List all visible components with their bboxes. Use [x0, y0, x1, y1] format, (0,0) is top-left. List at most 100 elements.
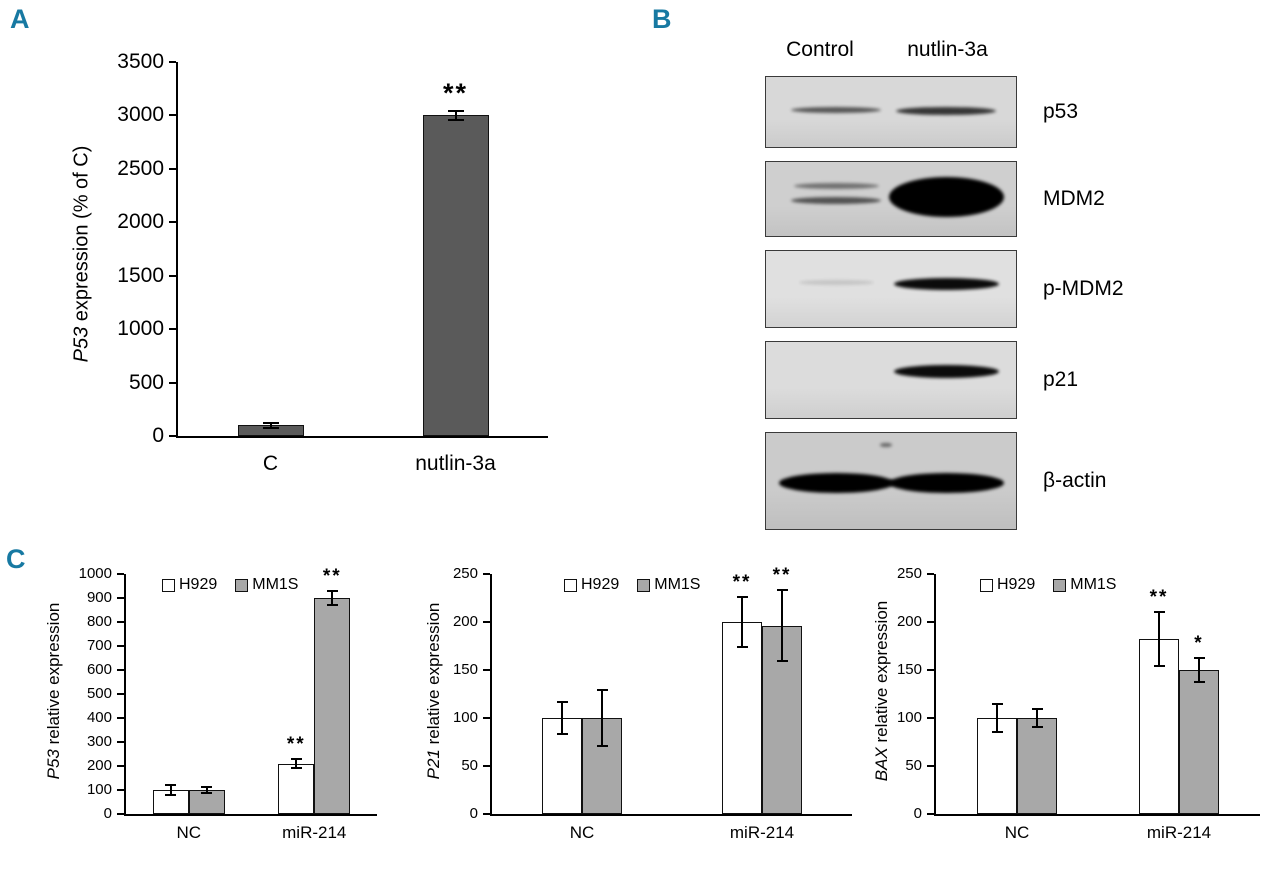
- significance-marker: *: [1194, 633, 1204, 655]
- error-cap: [596, 744, 608, 747]
- western-blot-panel: Control nutlin-3a p53 MDM2 p-MDM2 p21 β-acti…: [765, 36, 1235, 543]
- panel-a-bar-chart: P53 expression (% of C) 0 500 1000 1500 2000…: [58, 34, 578, 512]
- y-tick: [169, 167, 176, 170]
- y-tick-label: 100: [896, 708, 922, 726]
- y-tick-label: 500: [128, 370, 164, 394]
- y-tick-label: 100: [86, 780, 112, 798]
- blot-image: [765, 250, 1017, 328]
- error-cap: [556, 733, 568, 736]
- x-category-label: NC: [1004, 823, 1030, 842]
- blot-row: p21: [765, 341, 1235, 419]
- error-cap: [1031, 725, 1043, 728]
- y-tick-label: 100: [452, 708, 478, 726]
- blot-image: [765, 161, 1017, 237]
- significance-marker: **: [286, 733, 306, 755]
- error-bar: [781, 590, 783, 662]
- blot-rows: p53 MDM2 p-MDM2 p21 β-actin: [765, 76, 1235, 530]
- legend-swatch: [1053, 578, 1067, 592]
- error-cap: [165, 793, 177, 796]
- x-category-label: NC: [569, 823, 595, 842]
- error-cap: [1193, 680, 1205, 683]
- legend-label: H929: [179, 576, 218, 593]
- y-tick-label: 250: [896, 564, 922, 582]
- error-bar: [1158, 612, 1160, 667]
- y-tick: [117, 621, 124, 623]
- bar-MM1S: [314, 598, 351, 814]
- bar-MM1S: [188, 790, 225, 814]
- error-cap: [991, 702, 1003, 705]
- y-tick-label: 300: [86, 732, 112, 750]
- legend-label: MM1S: [654, 576, 701, 593]
- legend-swatch: [162, 578, 175, 592]
- significance-marker: **: [1149, 587, 1169, 609]
- y-tick-label: 800: [86, 612, 112, 630]
- blot-label: β-actin: [1043, 469, 1107, 492]
- y-axis: [176, 62, 178, 438]
- y-tick: [927, 573, 934, 575]
- y-axis: [124, 574, 126, 816]
- error-cap: [991, 731, 1003, 734]
- protein-band: [893, 364, 999, 378]
- legend-label: MM1S: [252, 576, 299, 593]
- bar-H929: [278, 763, 315, 814]
- x-axis: [176, 436, 548, 438]
- y-tick-label: 2500: [117, 156, 164, 180]
- y-tick-label: 3000: [117, 103, 164, 127]
- error-cap: [596, 689, 608, 692]
- y-tick: [117, 597, 124, 599]
- blot-lane-headers: Control nutlin-3a: [765, 36, 1015, 76]
- y-tick-label: 1000: [117, 317, 164, 341]
- error-cap: [262, 426, 279, 429]
- legend-item: H929: [162, 576, 217, 594]
- y-tick: [117, 717, 124, 719]
- legend-item: MM1S: [1053, 576, 1116, 594]
- error-cap: [1153, 611, 1165, 614]
- y-tick: [483, 813, 490, 815]
- y-tick: [169, 274, 176, 277]
- x-category-label: nutlin-3a: [415, 452, 496, 475]
- y-tick: [117, 813, 124, 815]
- y-tick: [483, 573, 490, 575]
- lane-header-nutlin-3a: nutlin-3a: [907, 38, 988, 61]
- protein-band: [888, 473, 1004, 493]
- blot-label: p21: [1043, 368, 1079, 391]
- error-bar: [269, 422, 272, 428]
- protein-band: [893, 278, 999, 290]
- blot-row: p53: [765, 76, 1235, 148]
- x-axis: [934, 814, 1260, 816]
- error-bar: [996, 703, 998, 733]
- protein-band: [793, 183, 879, 189]
- error-cap: [447, 110, 464, 113]
- y-tick: [927, 669, 934, 671]
- panel-c-p21-chart: P21 relative expression 0 50 100 150 200 250 N…: [420, 558, 862, 860]
- error-cap: [201, 791, 213, 794]
- y-tick-label: 200: [896, 612, 922, 630]
- error-cap: [556, 700, 568, 703]
- error-cap: [201, 786, 213, 789]
- error-cap: [776, 589, 788, 592]
- y-tick-label: 150: [452, 660, 478, 678]
- error-bar: [295, 758, 298, 769]
- legend-item: H929: [980, 576, 1035, 594]
- error-cap: [326, 589, 338, 592]
- significance-marker: **: [442, 78, 468, 109]
- significance-marker: **: [732, 572, 752, 594]
- blot-image: [765, 432, 1017, 530]
- bar-H929: [1139, 639, 1179, 814]
- legend-swatch: [637, 578, 651, 592]
- y-tick-label: 150: [896, 660, 922, 678]
- lane-header-control: Control: [786, 38, 854, 61]
- error-cap: [290, 757, 302, 760]
- error-bar: [741, 597, 743, 647]
- protein-band: [896, 107, 996, 115]
- bar-H929: [722, 622, 762, 814]
- y-tick-label: 2000: [117, 210, 164, 234]
- bar-MM1S: [1179, 670, 1219, 814]
- protein-band: [791, 107, 881, 113]
- y-tick-label: 200: [86, 756, 112, 774]
- significance-marker: **: [772, 565, 792, 587]
- panel-c-bax-chart: BAX relative expression 0 50 100 150 200 250 N…: [868, 558, 1270, 860]
- x-category-label: miR-214: [729, 823, 795, 842]
- y-tick: [117, 573, 124, 575]
